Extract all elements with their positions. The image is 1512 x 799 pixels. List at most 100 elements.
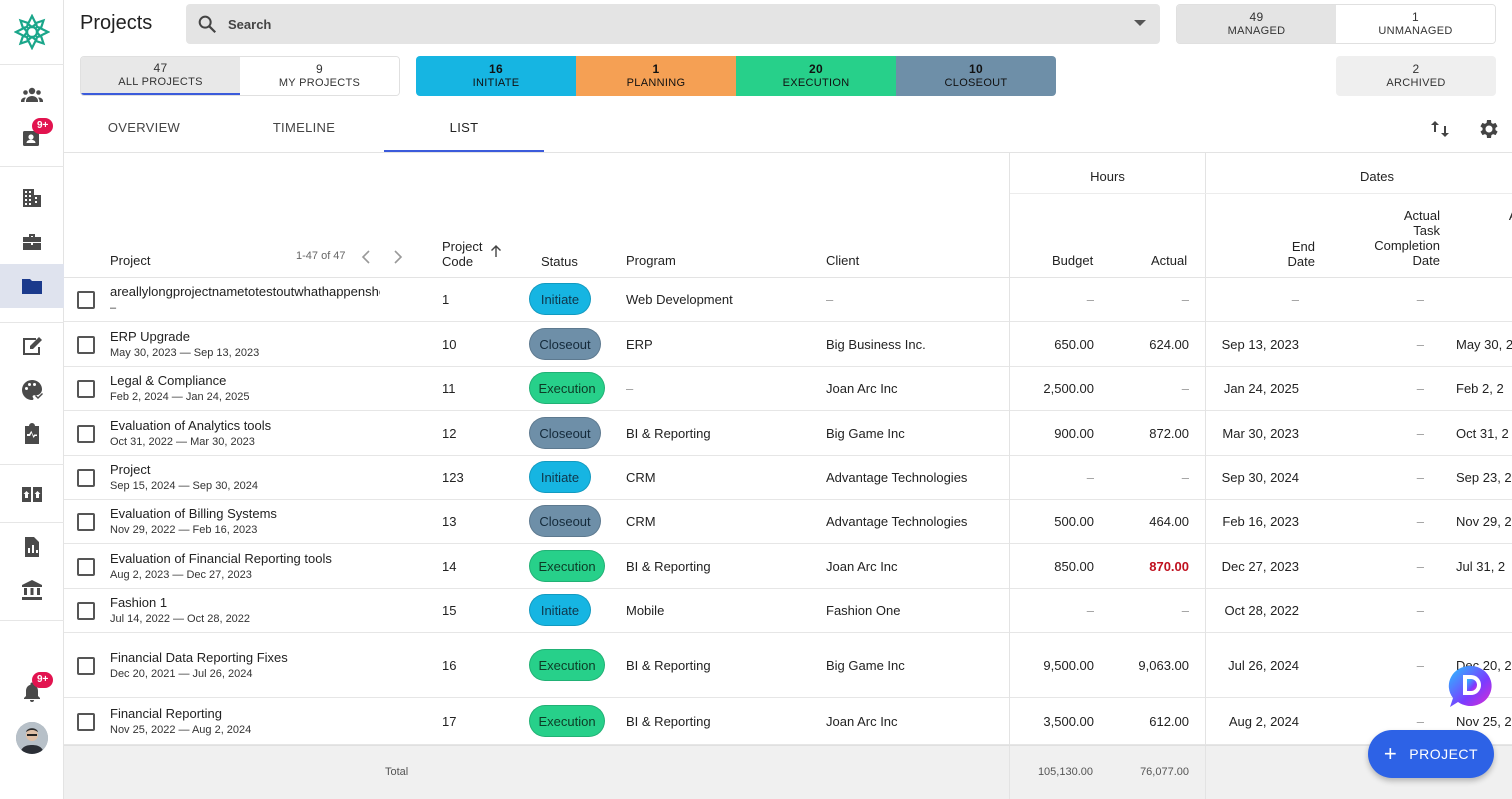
col-actual-task-completion[interactable]: Actual Task Completion Date (1340, 208, 1440, 268)
project-code: 16 (442, 658, 457, 673)
sidebar-item-companies[interactable] (0, 176, 64, 220)
add-project-button[interactable]: + PROJECT (1368, 730, 1494, 778)
tab-list[interactable]: LIST (384, 114, 544, 152)
client: Big Game Inc (826, 658, 905, 673)
phase-initiate[interactable]: 16 INITIATE (416, 56, 576, 96)
table-row[interactable]: Evaluation of Analytics tools Oct 31, 202… (64, 411, 1512, 456)
table-row[interactable]: areallylongprojectnametotestoutwhathappe… (64, 278, 1512, 322)
budget-hours: 850.00 (1054, 559, 1094, 574)
actual-hours: – (1181, 292, 1189, 307)
sidebar-item-people[interactable] (0, 73, 64, 117)
project-name[interactable]: areallylongprojectnametotestoutwhathappe… (110, 284, 380, 299)
project-name[interactable]: Project (110, 462, 151, 477)
sidebar-item-knowledge[interactable] (0, 472, 64, 516)
col-program[interactable]: Program (626, 253, 676, 268)
my-projects-filter[interactable]: 9 MY PROJECTS (240, 57, 399, 95)
status-badge[interactable]: Closeout (529, 505, 601, 537)
status-badge[interactable]: Closeout (529, 417, 601, 449)
phase-planning[interactable]: 1 PLANNING (576, 56, 736, 96)
sidebar-item-portfolio[interactable] (0, 220, 64, 264)
table-row[interactable]: Evaluation of Financial Reporting tools A… (64, 544, 1512, 589)
actual-task-completion-date: – (1416, 714, 1424, 729)
project-name[interactable]: ERP Upgrade (110, 329, 190, 344)
table-row[interactable]: Financial Data Reporting Fixes Dec 20, 20… (64, 633, 1512, 698)
col-status[interactable]: Status (541, 254, 578, 269)
sort-swap-icon[interactable] (1428, 117, 1452, 141)
col-project-code[interactable]: Project Code (442, 239, 482, 269)
archived-filter[interactable]: 2 ARCHIVED (1336, 56, 1496, 96)
row-checkbox[interactable] (77, 558, 95, 576)
settings-gear-icon[interactable] (1476, 117, 1500, 141)
project-name[interactable]: Financial Data Reporting Fixes (110, 650, 288, 665)
col-budget[interactable]: Budget (1052, 253, 1094, 268)
unmanaged-filter[interactable]: 1 UNMANAGED (1336, 5, 1495, 43)
table-row[interactable]: Project Sep 15, 2024 — Sep 30, 2024 123 Ini… (64, 456, 1512, 500)
sidebar-item-reports[interactable] (0, 525, 64, 569)
row-checkbox[interactable] (77, 713, 95, 731)
project-name[interactable]: Evaluation of Billing Systems (110, 506, 277, 521)
all-projects-filter[interactable]: 47 ALL PROJECTS (81, 57, 240, 95)
sidebar-item-approvals[interactable] (0, 368, 64, 412)
row-checkbox[interactable] (77, 291, 95, 309)
status-badge[interactable]: Execution (529, 649, 605, 681)
sidebar-item-finance[interactable] (0, 568, 64, 612)
chat-assistant-icon[interactable] (1447, 664, 1493, 708)
table-row[interactable]: Financial Reporting Nov 25, 2022 — Aug 2,… (64, 698, 1512, 745)
tab-timeline[interactable]: TIMELINE (272, 120, 336, 135)
status-badge[interactable]: Initiate (529, 283, 591, 315)
col-end-date[interactable]: End Date (1264, 239, 1315, 269)
search-bar[interactable]: Search (186, 4, 1160, 44)
app-logo-icon[interactable] (14, 14, 50, 50)
status-badge[interactable]: Closeout (529, 328, 601, 360)
row-checkbox[interactable] (77, 425, 95, 443)
status-badge[interactable]: Execution (529, 550, 605, 582)
project-date-range: Nov 25, 2022 — Aug 2, 2024 (110, 724, 252, 736)
budget-hours: 9,500.00 (1043, 658, 1094, 673)
row-checkbox[interactable] (77, 336, 95, 354)
row-checkbox[interactable] (77, 513, 95, 531)
sidebar-item-requests[interactable]: 9+ (0, 116, 64, 160)
actual-task-completion-date: – (1416, 658, 1424, 673)
search-dropdown-icon[interactable] (1134, 20, 1146, 26)
col-cut-line2: T (1494, 223, 1512, 238)
table-row[interactable]: Fashion 1 Jul 14, 2022 — Oct 28, 2022 15 In… (64, 589, 1512, 633)
phase-execution[interactable]: 20 EXECUTION (736, 56, 896, 96)
project-name[interactable]: Evaluation of Analytics tools (110, 418, 272, 433)
status-badge[interactable]: Execution (529, 372, 605, 404)
status-badge[interactable]: Initiate (529, 594, 591, 626)
col-actual-task-start-cut[interactable]: Ac T S D (1494, 208, 1512, 268)
actual-task-completion-date: – (1416, 292, 1424, 307)
program: Web Development (626, 292, 733, 307)
user-avatar[interactable] (16, 722, 48, 754)
sidebar-item-health[interactable] (0, 412, 64, 456)
status-badge[interactable]: Execution (529, 705, 605, 737)
next-page-icon[interactable] (392, 250, 404, 264)
row-checkbox[interactable] (77, 469, 95, 487)
project-name[interactable]: Financial Reporting (110, 706, 223, 721)
col-project[interactable]: Project (110, 253, 151, 268)
table-row[interactable]: Legal & Compliance Feb 2, 2024 — Jan 24, … (64, 367, 1512, 411)
prev-page-icon[interactable] (360, 250, 372, 264)
project-name[interactable]: Evaluation of Financial Reporting tools (110, 551, 332, 566)
sidebar-item-notifications[interactable]: 9+ (0, 670, 64, 714)
project-date-range: Sep 15, 2024 — Sep 30, 2024 (110, 480, 259, 492)
sidebar-item-timesheets[interactable] (0, 324, 64, 368)
project-name[interactable]: Fashion 1 (110, 595, 168, 610)
all-projects-count: 47 (153, 60, 168, 75)
table-row[interactable]: ERP Upgrade May 30, 2023 — Sep 13, 2023 10… (64, 322, 1512, 367)
tab-overview[interactable]: OVERVIEW (107, 120, 181, 135)
phase-closeout[interactable]: 10 CLOSEOUT (896, 56, 1056, 96)
row-checkbox[interactable] (77, 602, 95, 620)
project-code: 13 (442, 514, 457, 529)
table-row[interactable]: Evaluation of Billing Systems Nov 29, 202… (64, 500, 1512, 544)
search-input[interactable]: Search (228, 16, 272, 32)
sidebar-item-projects[interactable] (0, 264, 64, 308)
managed-filter[interactable]: 49 MANAGED (1177, 5, 1336, 43)
status-badge[interactable]: Initiate (529, 461, 591, 493)
col-client[interactable]: Client (826, 253, 860, 268)
sort-ascending-icon[interactable] (488, 243, 504, 259)
col-actual[interactable]: Actual (1151, 253, 1188, 268)
row-checkbox[interactable] (77, 380, 95, 398)
row-checkbox[interactable] (77, 657, 95, 675)
project-name[interactable]: Legal & Compliance (110, 373, 227, 388)
